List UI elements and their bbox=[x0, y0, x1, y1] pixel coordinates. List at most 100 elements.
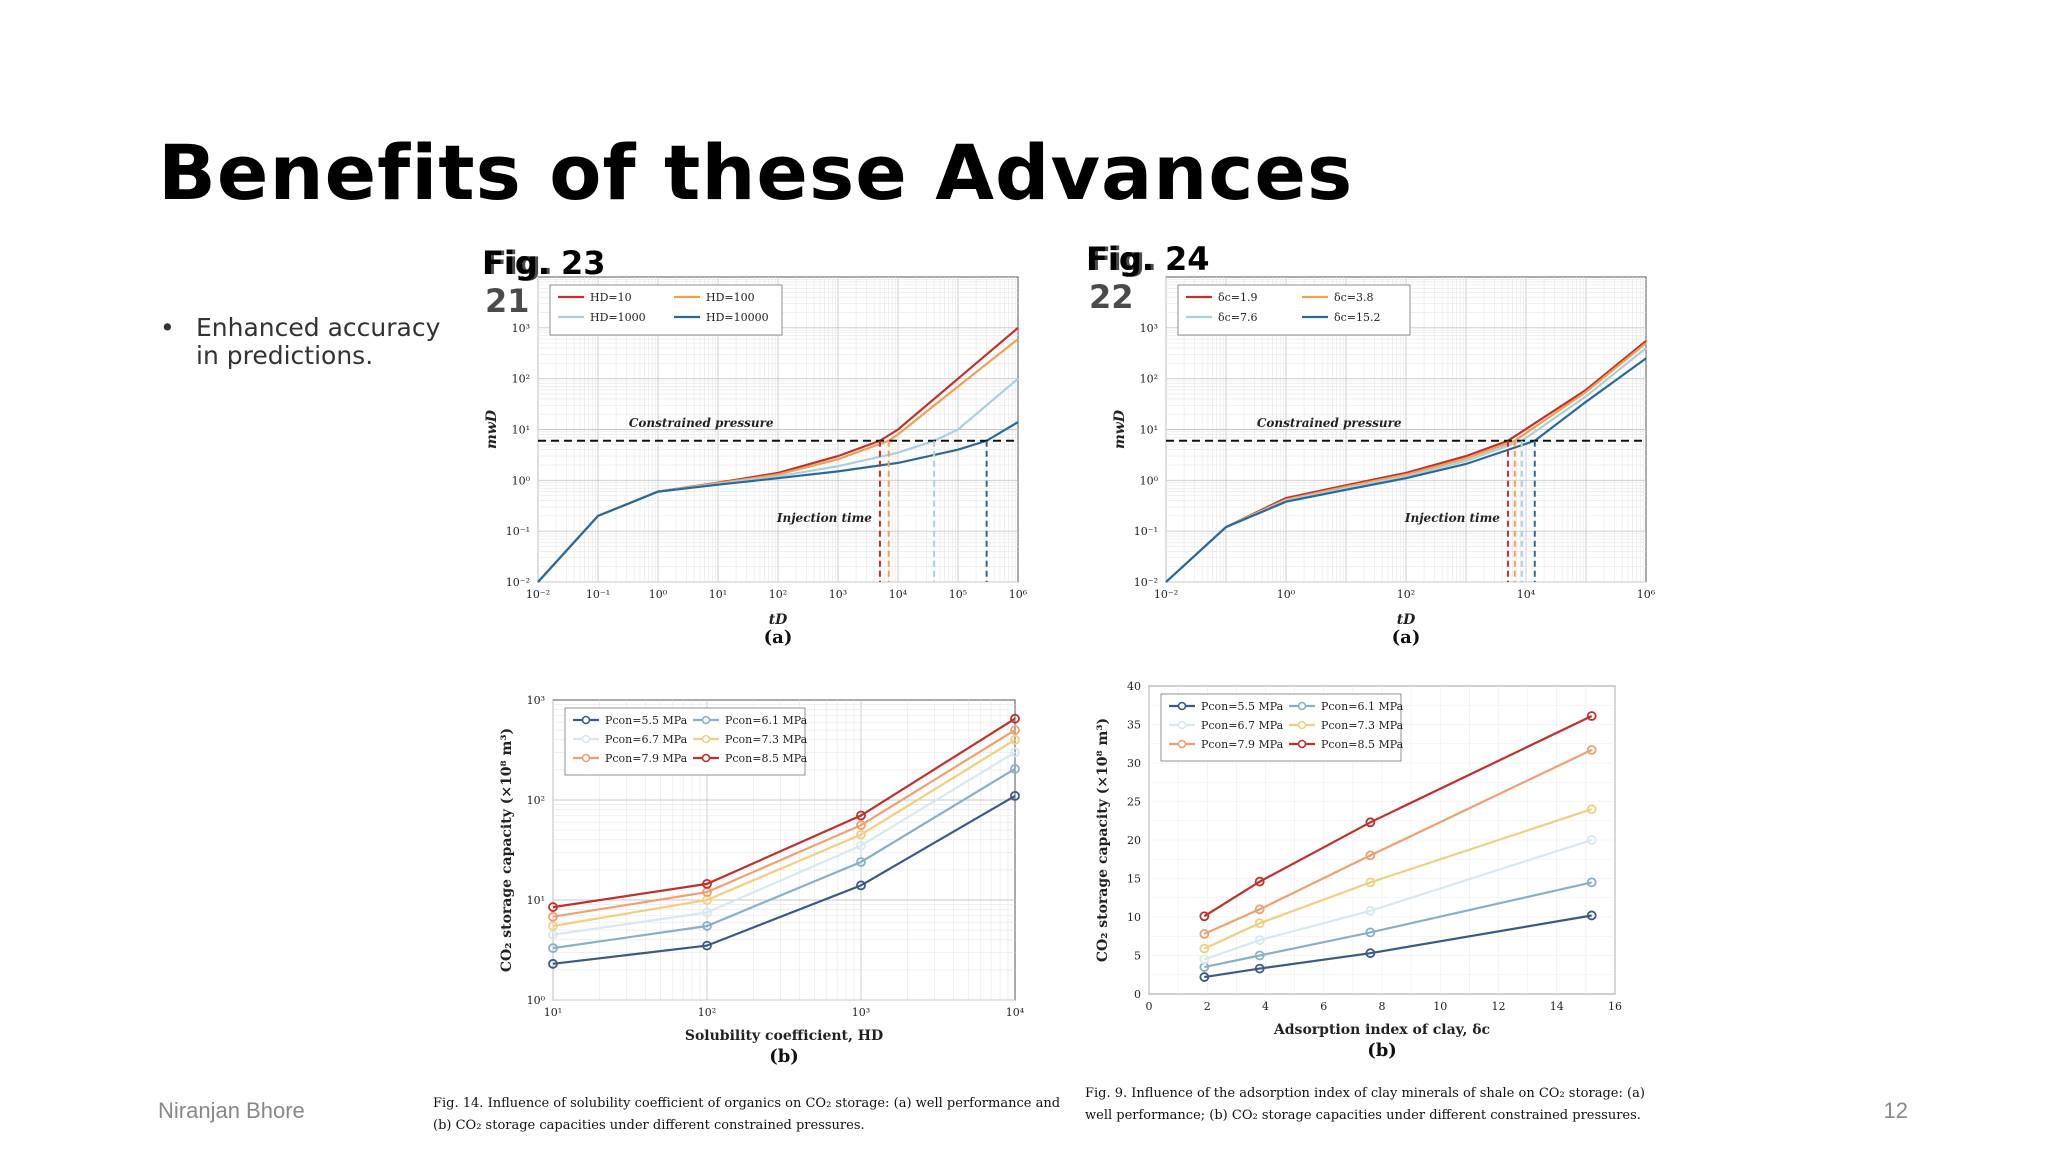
legend-entry: HD=100 bbox=[706, 291, 755, 304]
figure-label-right-ghost: Fig. 22 bbox=[1089, 240, 1157, 316]
data-point bbox=[548, 958, 558, 969]
data-point bbox=[1365, 817, 1376, 828]
legend-entry: Pcon=5.5 MPa bbox=[605, 714, 688, 727]
legend-entry: Pcon=7.9 MPa bbox=[1201, 738, 1284, 751]
data-point bbox=[856, 880, 866, 891]
series-line bbox=[1165, 357, 1647, 583]
data-point bbox=[702, 878, 712, 889]
y-tick-label: 10⁻¹ bbox=[506, 525, 530, 538]
x-tick-label: 10⁶ bbox=[1009, 588, 1028, 601]
series-line bbox=[1204, 914, 1592, 979]
legend-marker bbox=[1297, 739, 1307, 749]
legend-entry: Pcon=8.5 MPa bbox=[1321, 738, 1404, 751]
grid bbox=[1148, 685, 1616, 995]
series-line bbox=[552, 729, 1016, 918]
data-point bbox=[548, 921, 558, 931]
data-point bbox=[856, 857, 866, 867]
x-tick-label: 10² bbox=[698, 1006, 716, 1019]
y-tick-label: 30 bbox=[1127, 757, 1141, 770]
series-line bbox=[1203, 838, 1593, 961]
x-tick-label: 10⁰ bbox=[1277, 588, 1296, 601]
y-tick-label: 10⁰ bbox=[1140, 474, 1159, 487]
data-point bbox=[1365, 948, 1376, 959]
y-tick-label: 10³ bbox=[527, 694, 545, 707]
legend: Pcon=5.5 MPa Pcon=6.1 MPa Pcon=6.7 MPa Pcon… bbox=[564, 707, 808, 776]
series-line bbox=[537, 421, 1019, 583]
y-tick-label: 35 bbox=[1127, 719, 1141, 732]
y-axis-label: CO₂ storage capacity (×10⁸ m³) bbox=[499, 728, 515, 972]
legend-marker bbox=[581, 715, 591, 725]
y-tick-label: 20 bbox=[1127, 834, 1141, 847]
x-tick-label: 10⁴ bbox=[1517, 588, 1536, 601]
data-point bbox=[1010, 734, 1020, 745]
footer-author: Niranjan Bhore bbox=[158, 1098, 305, 1123]
subplot-label: (b) bbox=[769, 1046, 799, 1067]
x-tick-label: 10² bbox=[769, 588, 787, 601]
y-tick-label: 10³ bbox=[1140, 322, 1158, 335]
x-tick-label: 10 bbox=[1433, 1000, 1447, 1013]
legend-entry: HD=1000 bbox=[590, 311, 646, 324]
bullet-marker: • bbox=[160, 313, 175, 342]
figure-label-left-text: Fig. 23 bbox=[482, 244, 606, 282]
caption-right: Fig. 9. Influence of the adsorption inde… bbox=[1085, 1086, 1645, 1123]
y-tick-label: 10¹ bbox=[512, 424, 530, 437]
annotation-constrained-pressure: Constrained pressure bbox=[629, 416, 774, 430]
data-point bbox=[1254, 876, 1265, 887]
data-point bbox=[548, 911, 558, 922]
data-point bbox=[1365, 850, 1376, 861]
x-axis-label: tD bbox=[1397, 612, 1416, 628]
legend-marker bbox=[1297, 720, 1307, 730]
data-point bbox=[1365, 927, 1376, 938]
legend-entry: δc=7.6 bbox=[1218, 311, 1258, 324]
data-point bbox=[856, 820, 866, 831]
data-point bbox=[1586, 910, 1597, 921]
x-tick-label: 10⁰ bbox=[649, 588, 668, 601]
data-point bbox=[1254, 918, 1265, 929]
data-point bbox=[856, 840, 866, 851]
legend-entry: Pcon=7.9 MPa bbox=[605, 752, 688, 765]
legend-marker bbox=[581, 734, 591, 744]
y-tick-label: 15 bbox=[1127, 873, 1141, 886]
y-tick-label: 5 bbox=[1134, 950, 1141, 963]
legend: Pcon=5.5 MPa Pcon=6.1 MPa Pcon=6.7 MPa Pcon… bbox=[1160, 693, 1404, 762]
annotation-injection-time: Injection time bbox=[776, 511, 872, 525]
legend-entry: Pcon=6.1 MPa bbox=[1321, 700, 1404, 713]
x-tick-label: 10⁻² bbox=[526, 588, 550, 601]
series-line bbox=[1203, 748, 1593, 935]
data-point bbox=[1010, 725, 1020, 736]
legend-entry: HD=10000 bbox=[706, 311, 769, 324]
data-point bbox=[1586, 711, 1597, 721]
x-tick-label: 10⁻² bbox=[1154, 588, 1178, 601]
data-point bbox=[1365, 877, 1376, 888]
data-point bbox=[1010, 763, 1020, 774]
y-tick-label: 10³ bbox=[512, 322, 530, 335]
x-tick-label: 6 bbox=[1320, 1000, 1327, 1013]
legend-marker bbox=[701, 753, 711, 763]
figure-label-right: Fig. 22 Fig. 24 bbox=[1086, 240, 1210, 316]
data-point bbox=[1199, 972, 1210, 982]
y-tick-label: 10⁰ bbox=[527, 994, 546, 1007]
legend: δc=1.9 δc=3.8 δc=7.6 δc=15.2 bbox=[1177, 284, 1411, 336]
data-point bbox=[1199, 929, 1210, 939]
y-tick-label: 10² bbox=[1140, 373, 1158, 386]
x-tick-label: 10⁶ bbox=[1637, 588, 1656, 601]
series-line bbox=[552, 738, 1016, 928]
x-tick-label: 10¹ bbox=[544, 1006, 562, 1019]
data-point bbox=[1254, 950, 1265, 961]
legend-entry: Pcon=6.7 MPa bbox=[605, 733, 688, 746]
y-tick-label: 40 bbox=[1127, 680, 1141, 693]
y-tick-label: 10⁻² bbox=[1134, 576, 1158, 589]
bullet-text: Enhanced accuracy in predictions. bbox=[196, 313, 441, 370]
y-tick-label: 25 bbox=[1127, 796, 1141, 809]
legend-entry: Pcon=7.3 MPa bbox=[1321, 719, 1404, 732]
annotation-injection-time: Injection time bbox=[1404, 511, 1500, 525]
series-line bbox=[552, 751, 1016, 936]
data-point bbox=[702, 907, 712, 918]
y-tick-label: 10¹ bbox=[1140, 424, 1158, 437]
bullet-item: • Enhanced accuracy in predictions. bbox=[160, 314, 450, 370]
y-axis-label: CO₂ storage capacity (×10⁸ m³) bbox=[1095, 718, 1111, 962]
data-point bbox=[1199, 954, 1210, 965]
figure-label-left-ghost: Fig. 21 bbox=[485, 244, 553, 320]
series-line bbox=[552, 767, 1016, 950]
